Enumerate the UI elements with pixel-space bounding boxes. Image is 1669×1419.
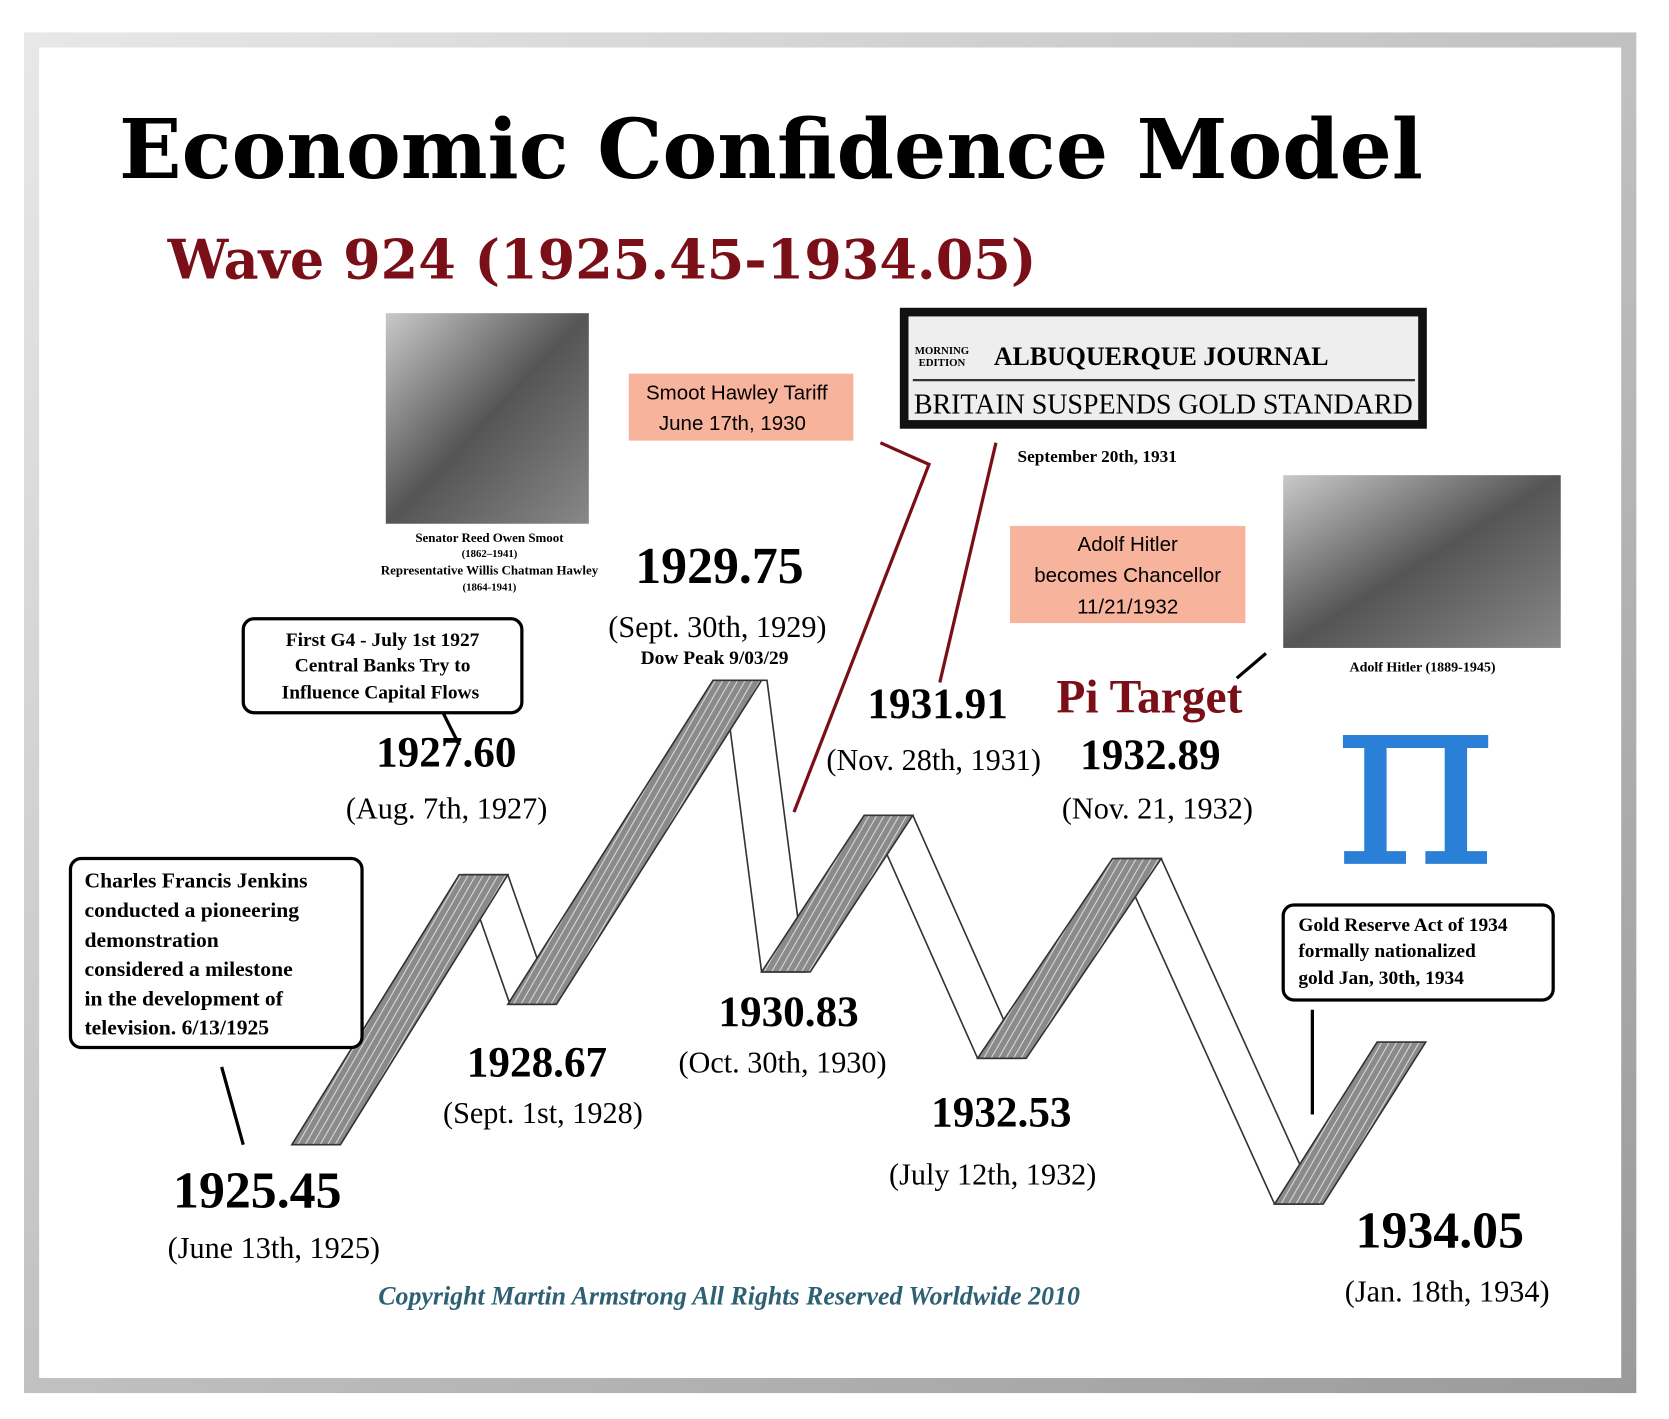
jenkins-box bbox=[68, 856, 364, 1050]
edition: MORNING bbox=[915, 345, 970, 357]
hitler-photo bbox=[1283, 475, 1561, 648]
turning-points: 1925.45 (June 13th, 1925) 1927.60 (Aug. 7th… bbox=[168, 538, 1550, 1308]
callout-line: June 17th, 1930 bbox=[659, 412, 806, 435]
callout-line: in the development of bbox=[85, 986, 284, 1010]
jenkins-text: Charles Francis Jenkins conducted a pion… bbox=[85, 869, 308, 1040]
connectors bbox=[220, 441, 1314, 1146]
point-value: 1928.67 bbox=[467, 1040, 607, 1087]
point-date: (Nov. 28th, 1931) bbox=[826, 743, 1041, 777]
smoot-caption: Senator Reed Owen Smoot (1862–1941) Repr… bbox=[381, 530, 599, 594]
point-value: 1929.75 bbox=[635, 538, 803, 595]
hitler-caption: Adolf Hitler (1889-1945) bbox=[1349, 660, 1495, 676]
caption-line: (1864-1941) bbox=[463, 582, 517, 594]
point-note: Dow Peak 9/03/29 bbox=[641, 648, 789, 669]
point-date: (Sept. 1st, 1928) bbox=[443, 1096, 643, 1130]
point-value: 1927.60 bbox=[376, 730, 516, 777]
callout-line: Gold Reserve Act of 1934 bbox=[1298, 915, 1508, 936]
point-date: (June 13th, 1925) bbox=[168, 1231, 380, 1265]
callout-line: conducted a pioneering bbox=[85, 898, 300, 922]
callout-line: becomes Chancellor bbox=[1034, 564, 1221, 587]
copyright: Copyright Martin Armstrong All Rights Re… bbox=[378, 1282, 1080, 1311]
title: Economic Confidence Model bbox=[119, 102, 1423, 198]
callout-line: formally nationalized bbox=[1298, 941, 1476, 962]
callout-line: Central Banks Try to bbox=[295, 656, 471, 677]
point-date: (Sept. 30th, 1929) bbox=[608, 610, 826, 644]
newspaper-caption: September 20th, 1931 bbox=[1018, 447, 1177, 466]
point-value: 1925.45 bbox=[173, 1162, 341, 1219]
point-date: (Nov. 21, 1932) bbox=[1062, 792, 1253, 826]
point-date: (Jan. 18th, 1934) bbox=[1345, 1274, 1550, 1308]
smoot-hawley-box bbox=[628, 373, 854, 441]
g4-box bbox=[241, 617, 524, 715]
point-value: 1930.83 bbox=[718, 989, 858, 1036]
g4-text: First G4 - July 1st 1927 Central Banks T… bbox=[282, 630, 480, 704]
callout-line: Adolf Hitler bbox=[1078, 533, 1178, 556]
callout-line: Charles Francis Jenkins bbox=[85, 869, 308, 893]
hitler-box bbox=[1009, 525, 1246, 624]
callout-line: First G4 - July 1st 1927 bbox=[286, 630, 480, 651]
callout-line: Influence Capital Flows bbox=[282, 683, 480, 704]
subtitle: Wave 924 (1925.45-1934.05) bbox=[167, 228, 1037, 292]
caption-line: (1862–1941) bbox=[462, 548, 518, 560]
point-value: 1934.05 bbox=[1356, 1202, 1524, 1259]
gold-reserve-text: Gold Reserve Act of 1934 formally nation… bbox=[1298, 915, 1508, 989]
gold-reserve-box bbox=[1281, 903, 1555, 1002]
edition: EDITION bbox=[919, 357, 966, 369]
wave-ribbon bbox=[290, 679, 1428, 1205]
caption-line: Senator Reed Owen Smoot bbox=[415, 530, 564, 545]
point-date: (July 12th, 1932) bbox=[889, 1158, 1096, 1192]
point-value: 1932.53 bbox=[931, 1089, 1071, 1136]
callout-line: gold Jan, 30th, 1934 bbox=[1298, 968, 1464, 989]
callout-line: Smoot Hawley Tariff bbox=[646, 382, 828, 405]
point-value: 1932.89 bbox=[1080, 732, 1220, 779]
callout-line: 11/21/1932 bbox=[1077, 595, 1178, 618]
point-value: 1931.91 bbox=[867, 681, 1007, 728]
pi-symbol: π bbox=[1334, 633, 1497, 923]
point-date: (Aug. 7th, 1927) bbox=[346, 792, 547, 826]
smoot-hawley-photo bbox=[385, 313, 589, 524]
headline: BRITAIN SUSPENDS GOLD STANDARD bbox=[914, 390, 1413, 421]
point-date: (Oct. 30th, 1930) bbox=[678, 1045, 886, 1079]
callout-line: considered a milestone bbox=[85, 957, 294, 981]
callout-line: television. 6/13/1925 bbox=[85, 1016, 270, 1040]
callout-line: demonstration bbox=[85, 928, 219, 952]
pi-target: Pi Target bbox=[1056, 672, 1242, 724]
masthead: ALBUQUERQUE JOURNAL bbox=[994, 342, 1329, 371]
newspaper-page bbox=[908, 316, 1419, 421]
caption-line: Representative Willis Chatman Hawley bbox=[381, 563, 599, 578]
